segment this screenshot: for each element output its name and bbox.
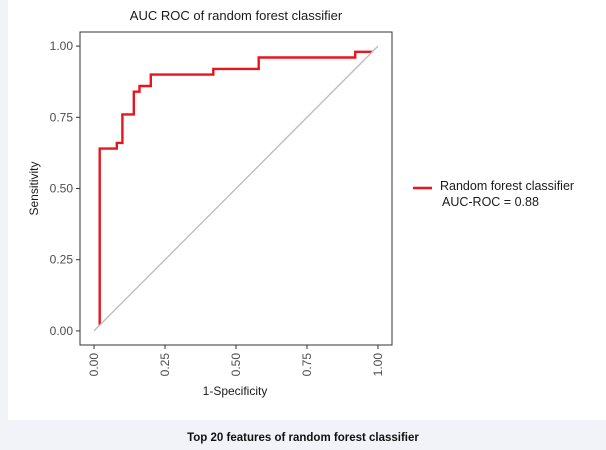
chart-title: AUC ROC of random forest classifier [130, 8, 343, 23]
x-tick-label-3: 0.75 [300, 353, 314, 377]
roc-chart: AUC ROC of random forest classifier 0.00 0… [27, 8, 574, 398]
reference-diagonal-line [93, 45, 379, 332]
series-line-0 [98, 50, 373, 326]
y-tick-label-0: 0.00 [50, 324, 74, 338]
x-tick-label-1: 0.25 [158, 353, 172, 377]
y-tick-label-4: 1.00 [50, 39, 74, 53]
y-tick-label-2: 0.50 [50, 182, 74, 196]
legend-auc-label: AUC-ROC = 0.88 [442, 195, 539, 209]
y-tick-label-3: 0.75 [50, 110, 74, 124]
x-axis-label: 1-Specificity [203, 384, 268, 398]
x-tick-label-0: 0.00 [87, 353, 101, 377]
y-tick-label-1: 0.25 [50, 253, 74, 267]
footer-title: Top 20 features of random forest classif… [187, 432, 419, 444]
figure: AUC ROC of random forest classifier 0.00 0… [8, 0, 606, 420]
x-tick-label-2: 0.50 [229, 353, 243, 377]
y-axis-label: Sensitivity [27, 161, 41, 215]
legend-label: Random forest classifier [440, 179, 574, 193]
x-tick-label-4: 1.00 [371, 353, 385, 377]
